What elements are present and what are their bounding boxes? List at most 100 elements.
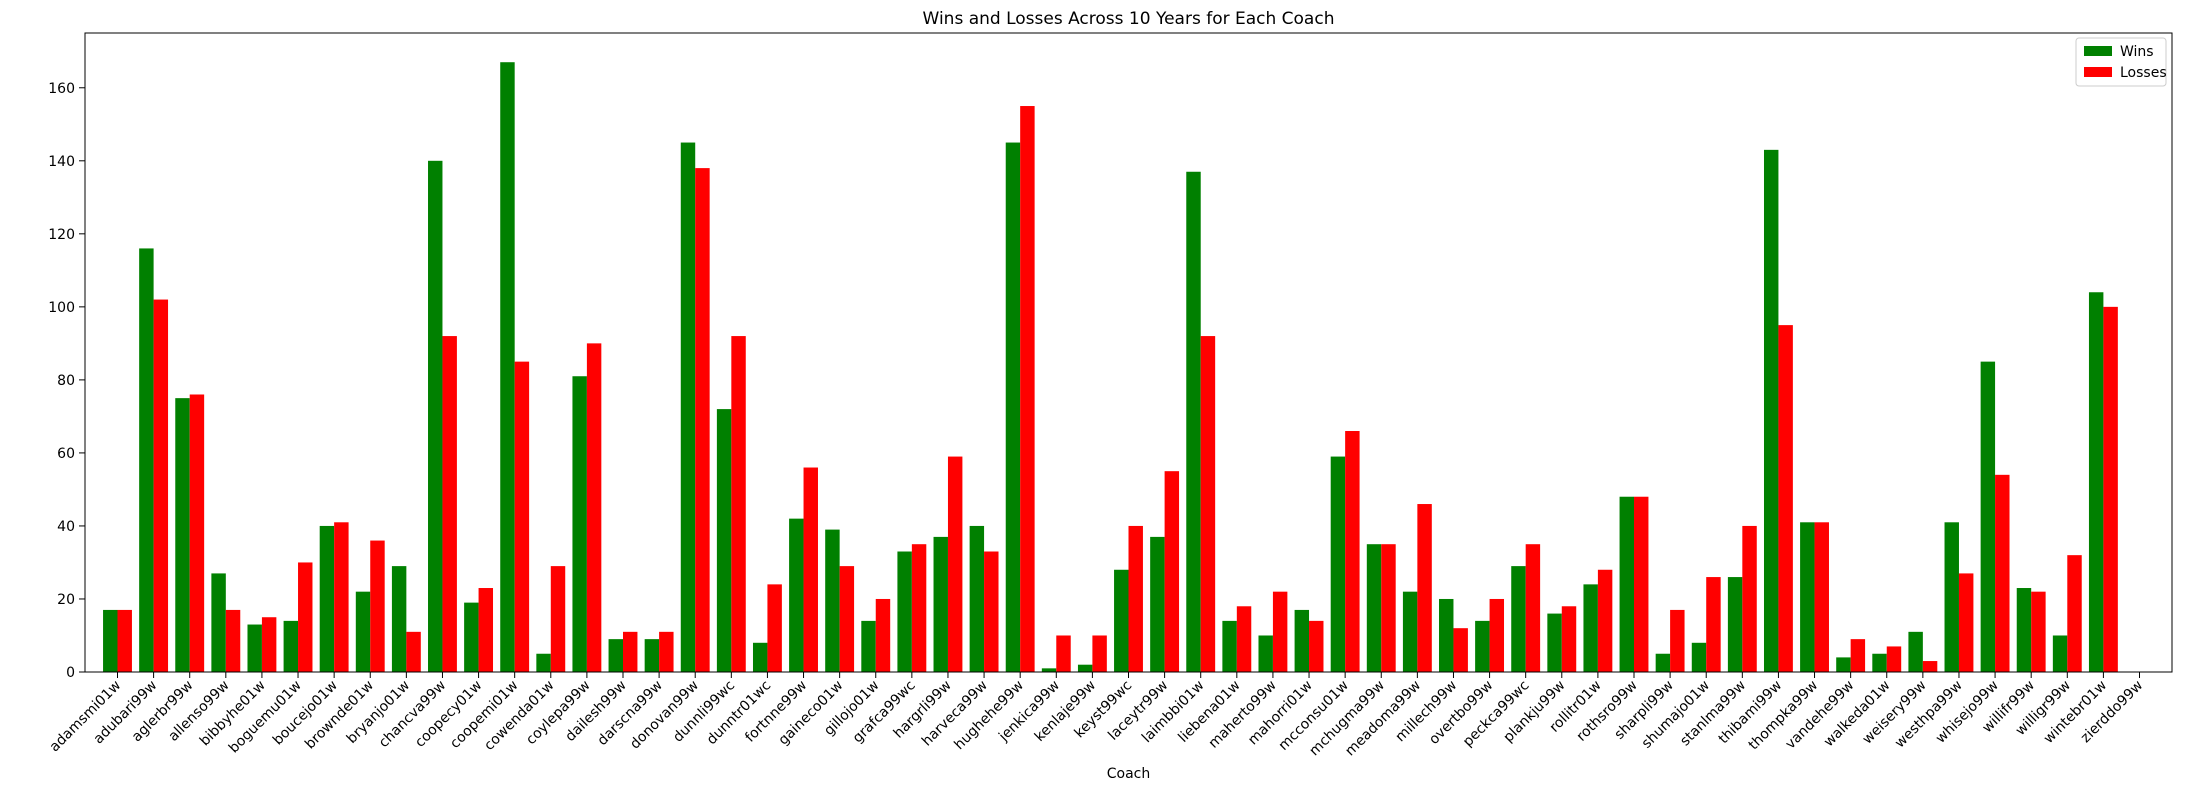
losses-bar-peckca99wc: [1525, 544, 1541, 672]
wins-bar-aglerbr99w: [175, 398, 190, 672]
losses-bar-laimbbi01w: [1200, 336, 1216, 672]
losses-bar-adamsmi01w: [117, 609, 132, 672]
wins-bar-cowenda01w: [536, 653, 551, 672]
losses-bar-fortnne99w: [803, 467, 818, 672]
wins-bar-adubari99w: [139, 248, 154, 673]
wins-bar-harveca99w: [969, 525, 985, 672]
wins-bar-rothsro99w: [1619, 496, 1635, 672]
losses-bar-liebena01w: [1236, 606, 1252, 672]
wins-bar-sharpli99w: [1655, 653, 1671, 672]
losses-bar-westhpa99w: [1958, 573, 1974, 672]
losses-bar-donovan99w: [695, 168, 710, 673]
wins-bar-coopecy01w: [464, 602, 479, 672]
losses-bar-mahorri01w: [1309, 620, 1324, 672]
losses-bar-chancva99w: [442, 336, 457, 672]
y-tick-label: 40: [57, 519, 75, 535]
wins-bar-liebena01w: [1222, 620, 1237, 672]
wins-bar-laimbbi01w: [1186, 171, 1201, 673]
wins-bar-allenso99w: [211, 573, 226, 672]
y-tick-label: 120: [48, 227, 75, 243]
x-axis-label: Coach: [1107, 766, 1151, 782]
wins-bar-kenlaje99w: [1077, 664, 1093, 672]
wins-bar-willigr99w: [2052, 635, 2068, 672]
losses-bar-thibami99w: [1778, 325, 1793, 672]
losses-bar-hargrli99w: [947, 456, 963, 672]
losses-bar-wintebr01w: [2103, 306, 2118, 672]
y-tick-label: 100: [48, 300, 75, 316]
wins-bar-brownde01w: [355, 591, 371, 672]
wins-bar-dunntr01wc: [752, 642, 768, 672]
losses-bar-keyst99wc: [1128, 525, 1143, 672]
losses-bar-mchugma99w: [1381, 544, 1396, 672]
y-axis: 0 20 40 60 80 100 120 140 160: [48, 81, 85, 681]
losses-bar-grafca99wc: [911, 544, 927, 672]
wins-bar-willifr99w: [2016, 588, 2032, 672]
losses-bar-coylepa99w: [586, 343, 602, 672]
losses-bar-harveca99w: [984, 551, 999, 672]
losses-bar-laceytr99w: [1164, 471, 1180, 672]
wins-bar-dailesh99w: [608, 639, 623, 672]
wins-bar-plankju99w: [1547, 613, 1562, 672]
legend: Wins Losses: [2075, 37, 2167, 87]
losses-bar-plankju99w: [1561, 606, 1577, 672]
losses-bar-coopemi01w: [514, 361, 530, 672]
wins-bar-westhpa99w: [1944, 522, 1959, 672]
losses-bar-aglerbr99w: [189, 394, 205, 672]
wins-bar-boguemu01w: [283, 620, 299, 672]
wins-bar-chancva99w: [428, 160, 443, 673]
wins-bar-laceytr99w: [1150, 536, 1165, 672]
losses-bar-boguemu01w: [298, 562, 313, 672]
wins-bar-millech99w: [1439, 598, 1454, 672]
losses-bar-gillojo01w: [875, 598, 891, 672]
losses-bar-bryanjo01w: [406, 631, 421, 672]
losses-bar-kenlaje99w: [1092, 635, 1107, 672]
wins-bar-fortnne99w: [789, 518, 804, 672]
wins-bar-rollitr01w: [1583, 584, 1598, 672]
y-tick-label: 60: [57, 446, 75, 462]
legend-swatch-wins: [2084, 46, 2112, 56]
losses-bar-darscna99w: [659, 631, 674, 672]
wins-bar-peckca99wc: [1511, 566, 1526, 672]
losses-bar-willifr99w: [2031, 591, 2046, 672]
losses-bar-meadoma99w: [1417, 504, 1432, 672]
losses-bar-cowenda01w: [550, 566, 566, 672]
y-tick-label: 160: [48, 81, 75, 97]
losses-bar-weisery99w: [1922, 661, 1938, 672]
y-tick-label: 140: [48, 154, 75, 170]
wins-bar-coopemi01w: [500, 62, 515, 673]
losses-bar-willigr99w: [2067, 555, 2082, 672]
wins-bar-shumajo01w: [1691, 642, 1707, 672]
wins-bar-donovan99w: [680, 142, 696, 673]
wins-bar-adamsmi01w: [103, 609, 118, 672]
wins-bar-stanlma99w: [1727, 577, 1743, 672]
losses-bar-walkeda01w: [1886, 646, 1902, 672]
wins-bar-coylepa99w: [572, 376, 587, 672]
wins-bar-weisery99w: [1908, 631, 1923, 672]
losses-bar-mcconsu01w: [1345, 431, 1360, 672]
wins-bar-thompka99w: [1800, 522, 1815, 672]
wins-bar-gillojo01w: [861, 620, 876, 672]
losses-bar-rothsro99w: [1634, 496, 1649, 672]
wins-bar-dunnli99wc: [716, 409, 732, 672]
bars-layer: [103, 62, 2118, 673]
losses-bar-thompka99w: [1814, 522, 1829, 672]
wins-bar-hargrli99w: [933, 536, 948, 672]
losses-bar-boucejo01w: [334, 522, 349, 672]
losses-bar-millech99w: [1453, 628, 1468, 672]
y-tick-label: 20: [57, 592, 75, 608]
losses-bar-brownde01w: [370, 540, 385, 672]
losses-bar-coopecy01w: [478, 588, 494, 672]
legend-label-wins: Wins: [2120, 44, 2154, 60]
plot-frame: [84, 32, 2173, 673]
losses-bar-rollitr01w: [1597, 569, 1613, 672]
wins-bar-walkeda01w: [1872, 653, 1887, 672]
losses-bar-whisejo99w: [1995, 474, 2010, 672]
wins-bar-boucejo01w: [319, 525, 335, 672]
losses-bar-sharpli99w: [1670, 609, 1685, 672]
wins-bar-wintebr01w: [2088, 292, 2104, 672]
wins-bar-meadoma99w: [1402, 591, 1418, 672]
losses-bar-jenkica99w: [1056, 635, 1071, 672]
y-tick-label: 0: [66, 665, 75, 681]
wins-bar-whisejo99w: [1980, 361, 1996, 672]
